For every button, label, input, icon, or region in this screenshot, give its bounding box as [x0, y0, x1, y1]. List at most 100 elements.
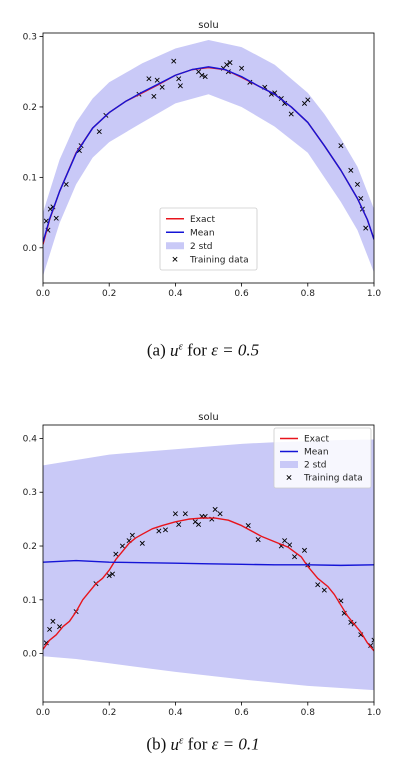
chartb-training-point	[139, 540, 145, 546]
charta-training-point	[176, 76, 182, 82]
charta-legend: Exact Mean 2 std Training data	[159, 207, 258, 271]
chartb-std-band	[43, 439, 374, 691]
caption-b-expr: ε = 0.1	[211, 734, 260, 754]
chartb-training-point	[196, 521, 202, 528]
chartb-xtick-label: 0.8	[301, 708, 316, 718]
chartb-xtick-label: 1.0	[367, 708, 382, 718]
chartb-xtick-label: 0.6	[234, 708, 249, 718]
chartb-exact-line	[43, 517, 374, 652]
charta-training-point	[171, 58, 177, 64]
chartb-mean-line	[43, 559, 374, 567]
chartb-training-point	[287, 542, 293, 548]
charta-training-point	[53, 215, 59, 221]
charta-xtick-label: 1.0	[367, 289, 382, 299]
charta-mean-line	[43, 66, 374, 243]
charta-legend-key-training-data	[172, 256, 178, 262]
chartb-training-point	[50, 618, 56, 624]
charta-xtick-label: 0.4	[168, 289, 183, 299]
charta-training-point	[146, 76, 152, 82]
chartb-training-point	[217, 511, 223, 517]
chartb-training-point	[106, 573, 112, 579]
chartb-training-point	[292, 554, 298, 560]
caption-a-expr: ε = 0.5	[211, 340, 260, 360]
charta-training-point	[288, 111, 294, 117]
caption-b-label: (b)	[146, 734, 167, 754]
caption-a-label: (a)	[146, 340, 166, 360]
chartb-plot-area	[43, 439, 374, 691]
charta-training-point	[177, 83, 183, 89]
charta-axes-frame	[42, 32, 375, 284]
chartb-legend-label: Exact	[304, 435, 329, 445]
charta-training-point	[202, 74, 208, 80]
charta-training-point	[239, 65, 245, 71]
charta-training-point	[348, 167, 354, 173]
charta-training-point	[63, 181, 69, 187]
charta-training-point	[227, 60, 233, 66]
chartb-xtick-label: 0.2	[102, 708, 116, 718]
chartb-ytick-label: 0.3	[23, 488, 37, 498]
charta-training-point	[305, 97, 311, 103]
charta-training-point	[199, 72, 205, 78]
chartb-training-point	[315, 582, 321, 588]
caption-a-text: for	[187, 340, 207, 360]
chart-b: solu 0.0 0.2 0.4 0.6 0.8 1.0 0.0 0.1 0.2 0.3 0.4 Exa…	[23, 412, 382, 718]
charta-ytick-label: 0.2	[23, 103, 37, 113]
chartb-legend-key-training-data	[286, 474, 292, 481]
charta-std-band	[43, 40, 374, 276]
chartb-legend-label: Mean	[304, 448, 329, 458]
chartb-ytick-label: 0.2	[23, 542, 37, 552]
charta-training-point	[363, 225, 369, 231]
charta-training-point	[151, 93, 157, 99]
caption-a-var: uε	[170, 340, 183, 360]
chartb-training-point	[162, 527, 168, 533]
charta-plot-area	[43, 40, 374, 276]
charta-training-point	[43, 218, 49, 224]
chartb-ytick-label: 0.4	[23, 434, 38, 444]
charta-legend-label: Mean	[190, 228, 215, 238]
chartb-training-point	[182, 511, 188, 517]
chartb-training-point	[172, 511, 178, 517]
chartb-axes-frame	[42, 424, 375, 703]
chartb-training-point	[156, 528, 162, 534]
charta-training-point	[224, 62, 230, 68]
charta-training-point	[96, 129, 102, 135]
caption-b-text: for	[187, 734, 208, 754]
chartb-legend: Exact Mean 2 std Training data	[273, 427, 372, 489]
chartb-xtick-label: 0.0	[36, 708, 51, 718]
charta-training-point	[272, 90, 278, 96]
chartb-training-point	[255, 537, 261, 543]
chartb-training-point	[113, 551, 119, 557]
chartb-training-point	[43, 640, 49, 646]
charta-xtick-label: 0.2	[102, 289, 116, 299]
charta-training-point	[154, 77, 160, 83]
charta-xtick-label: 0.8	[301, 289, 316, 299]
chartb-xtick-label: 0.4	[168, 708, 183, 718]
charta-legend-label: 2 std	[190, 242, 213, 252]
caption-b: (b) uε for ε = 0.1	[0, 734, 406, 755]
chartb-training-point	[129, 532, 135, 538]
chartb-ytick-label: 0.0	[23, 650, 38, 660]
charta-ytick-label: 0.3	[23, 33, 37, 43]
chartb-training-point	[282, 538, 288, 544]
charta-training-point	[358, 195, 364, 202]
charta-legend-label: Training data	[189, 255, 249, 265]
charta-xtick-label: 0.0	[36, 289, 51, 299]
charta-training-point	[338, 143, 344, 149]
chart-a: solu 0.0 0.2 0.4 0.6 0.8 1.0 0.0 0.1 0.2 0.3 Exact M…	[23, 20, 382, 299]
charta-ytick-label: 0.1	[23, 173, 37, 183]
charta-title: solu	[198, 20, 218, 31]
charta-training-point	[282, 100, 288, 106]
charta-training-point	[159, 84, 165, 90]
charta-training-point	[354, 181, 360, 187]
charta-ytick-label: 0.0	[23, 244, 38, 254]
caption-a: (a) uε for ε = 0.5	[0, 340, 406, 361]
chartb-training-point	[245, 523, 251, 529]
chartb-training-point	[371, 637, 374, 643]
chartb-training-point	[301, 547, 308, 553]
chartb-legend-key-2-std	[280, 461, 298, 468]
chartb-title: solu	[198, 412, 218, 423]
chartb-training-point	[212, 506, 218, 512]
charta-xtick-label: 0.6	[234, 289, 249, 299]
charta-legend-label: Exact	[190, 215, 215, 225]
chartb-training-point	[47, 626, 53, 632]
